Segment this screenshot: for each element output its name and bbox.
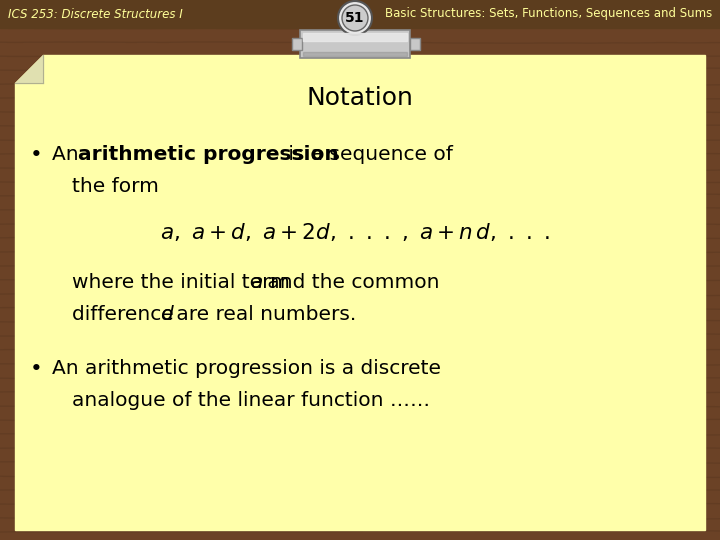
Text: •: • (30, 145, 42, 165)
Polygon shape (15, 55, 43, 83)
Polygon shape (15, 55, 705, 530)
Bar (0, 0, 720, 28)
Text: An arithmetic progression is a discrete: An arithmetic progression is a discrete (52, 360, 441, 379)
Text: and the common: and the common (261, 273, 439, 292)
Bar (303, 52, 407, 56)
Bar (292, 38, 302, 50)
Text: are real numbers.: are real numbers. (170, 305, 356, 323)
Text: a: a (250, 273, 262, 292)
Text: Notation: Notation (307, 86, 413, 110)
Text: 51: 51 (346, 11, 365, 25)
Bar (300, 30, 410, 58)
Bar (410, 38, 420, 50)
Bar (303, 33, 407, 41)
Text: the form: the form (72, 178, 159, 197)
Text: $a,\ a + d,\ a + 2d,\ .\ .\ .\ ,\ a + n\,d,\ .\ .\ .$: $a,\ a + d,\ a + 2d,\ .\ .\ .\ ,\ a + n\… (160, 221, 550, 243)
Text: •: • (30, 359, 42, 379)
Circle shape (338, 1, 372, 35)
Text: arithmetic progression: arithmetic progression (78, 145, 338, 165)
Text: d: d (160, 305, 173, 323)
Text: ICS 253: Discrete Structures I: ICS 253: Discrete Structures I (8, 8, 183, 21)
Text: is a sequence of: is a sequence of (282, 145, 453, 165)
Text: difference: difference (72, 305, 180, 323)
Circle shape (342, 5, 368, 31)
Text: An: An (52, 145, 85, 165)
Text: Basic Structures: Sets, Functions, Sequences and Sums: Basic Structures: Sets, Functions, Seque… (384, 8, 712, 21)
Text: analogue of the linear function ……: analogue of the linear function …… (72, 392, 430, 410)
Text: where the initial term: where the initial term (72, 273, 296, 292)
